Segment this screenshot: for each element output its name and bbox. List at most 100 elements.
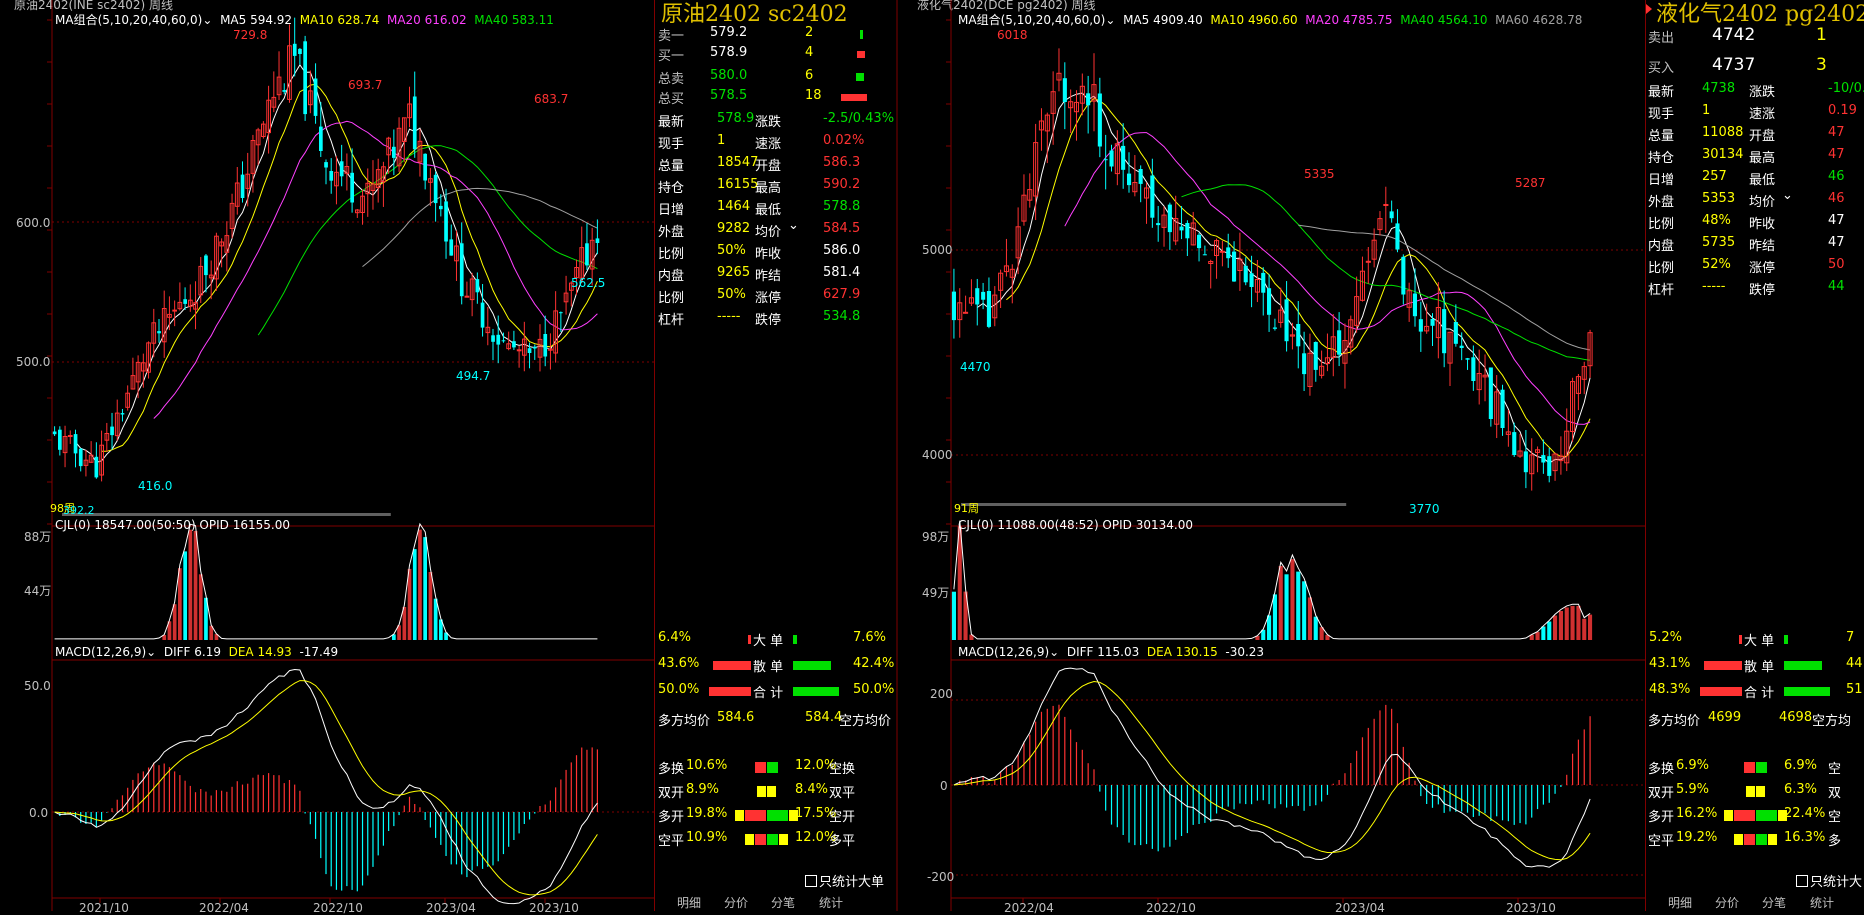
candle-body[interactable]: [459, 243, 464, 297]
candle-body[interactable]: [428, 178, 433, 183]
candle-body[interactable]: [1038, 120, 1044, 131]
candle-body[interactable]: [1488, 367, 1493, 420]
candle-body[interactable]: [114, 412, 120, 437]
chart-scrollbar[interactable]: [961, 503, 1347, 506]
candle-body[interactable]: [1050, 91, 1056, 114]
candle-body[interactable]: [1575, 376, 1582, 394]
candle-body[interactable]: [1348, 319, 1354, 348]
candle-body[interactable]: [1167, 204, 1172, 233]
candle-body[interactable]: [319, 126, 323, 151]
candle-body[interactable]: [402, 117, 407, 143]
candle-body[interactable]: [563, 292, 569, 303]
left-kline-svg[interactable]: [0, 0, 654, 911]
left-bid-row[interactable]: 买一 578.9 4: [655, 45, 897, 67]
candle-body[interactable]: [375, 169, 381, 189]
candle-body[interactable]: [527, 348, 532, 353]
candle-body[interactable]: [151, 322, 157, 344]
candle-body[interactable]: [365, 182, 371, 195]
candle-body[interactable]: [313, 78, 318, 116]
left-tab-price[interactable]: 分价: [724, 896, 749, 910]
candle-body[interactable]: [981, 291, 986, 300]
checkbox-icon[interactable]: [805, 875, 817, 887]
candle-body[interactable]: [1505, 431, 1511, 435]
candle-body[interactable]: [532, 346, 537, 349]
candle-body[interactable]: [1359, 270, 1365, 301]
candle-body[interactable]: [501, 340, 506, 342]
candle-body[interactable]: [1412, 293, 1417, 317]
candle-body[interactable]: [276, 76, 282, 96]
candle-body[interactable]: [968, 297, 975, 304]
candle-body[interactable]: [475, 279, 480, 293]
candle-body[interactable]: [1319, 365, 1325, 376]
candle-body[interactable]: [1202, 254, 1207, 256]
candle-body[interactable]: [52, 431, 57, 435]
candle-body[interactable]: [1482, 374, 1488, 378]
candle-body[interactable]: [292, 43, 297, 56]
candle-body[interactable]: [250, 140, 256, 174]
candle-body[interactable]: [423, 153, 427, 181]
candle-body[interactable]: [135, 361, 141, 383]
candle-body[interactable]: [1027, 189, 1033, 201]
candle-body[interactable]: [193, 302, 198, 310]
candle-body[interactable]: [1541, 455, 1546, 463]
candle-body[interactable]: [548, 348, 553, 351]
candle-body[interactable]: [396, 127, 402, 167]
candle-body[interactable]: [1302, 353, 1307, 375]
right-tab-tick[interactable]: 分笔: [1762, 896, 1787, 910]
candle-body[interactable]: [1079, 85, 1085, 104]
candle-body[interactable]: [1173, 218, 1179, 242]
candle-body[interactable]: [1453, 322, 1458, 344]
candle-body[interactable]: [1570, 381, 1576, 433]
candle-body[interactable]: [110, 426, 114, 436]
candle-body[interactable]: [1435, 307, 1441, 339]
candle-body[interactable]: [1190, 222, 1196, 246]
candle-body[interactable]: [1296, 324, 1301, 347]
candle-body[interactable]: [412, 96, 417, 150]
candle-body[interactable]: [986, 291, 991, 327]
candle-body[interactable]: [224, 235, 230, 253]
candle-body[interactable]: [417, 140, 423, 163]
candle-body[interactable]: [1214, 240, 1220, 257]
candle-body[interactable]: [370, 183, 376, 191]
candle-body[interactable]: [255, 129, 261, 146]
candle-body[interactable]: [392, 146, 396, 158]
candle-body[interactable]: [1197, 234, 1202, 249]
candle-body[interactable]: [559, 312, 563, 314]
candle-body[interactable]: [1114, 143, 1120, 175]
candle-body[interactable]: [214, 235, 219, 280]
candle-body[interactable]: [1529, 454, 1535, 475]
candle-body[interactable]: [595, 238, 600, 243]
candle-body[interactable]: [1185, 223, 1190, 239]
right-kline-svg[interactable]: [903, 0, 1645, 911]
candle-body[interactable]: [957, 302, 963, 321]
candle-body[interactable]: [1447, 331, 1453, 364]
candle-body[interactable]: [1161, 214, 1167, 228]
candle-body[interactable]: [1033, 142, 1039, 197]
candle-body[interactable]: [1009, 268, 1015, 278]
candle-body[interactable]: [537, 338, 543, 358]
candle-body[interactable]: [1430, 319, 1435, 326]
candle-body[interactable]: [1512, 432, 1517, 455]
right-tab-detail[interactable]: 明细: [1668, 896, 1693, 910]
candle-body[interactable]: [553, 310, 558, 354]
candle-body[interactable]: [324, 162, 328, 168]
candle-body[interactable]: [464, 295, 470, 298]
candle-body[interactable]: [188, 299, 193, 307]
candle-body[interactable]: [951, 291, 956, 321]
candle-body[interactable]: [271, 96, 277, 108]
candle-body[interactable]: [229, 202, 235, 229]
right-tab-price[interactable]: 分价: [1715, 896, 1740, 910]
candle-body[interactable]: [1313, 342, 1318, 370]
candle-body[interactable]: [1021, 194, 1027, 222]
candle-body[interactable]: [83, 459, 89, 466]
candle-body[interactable]: [99, 444, 105, 476]
candle-body[interactable]: [1587, 332, 1593, 367]
candle-body[interactable]: [975, 288, 980, 305]
candle-body[interactable]: [1289, 334, 1295, 337]
candle-body[interactable]: [1179, 226, 1184, 231]
candle-body[interactable]: [449, 239, 454, 256]
left-tab-tick[interactable]: 分笔: [771, 896, 796, 910]
candle-body[interactable]: [130, 375, 136, 390]
candle-body[interactable]: [94, 456, 99, 478]
candle-body[interactable]: [1442, 309, 1447, 354]
